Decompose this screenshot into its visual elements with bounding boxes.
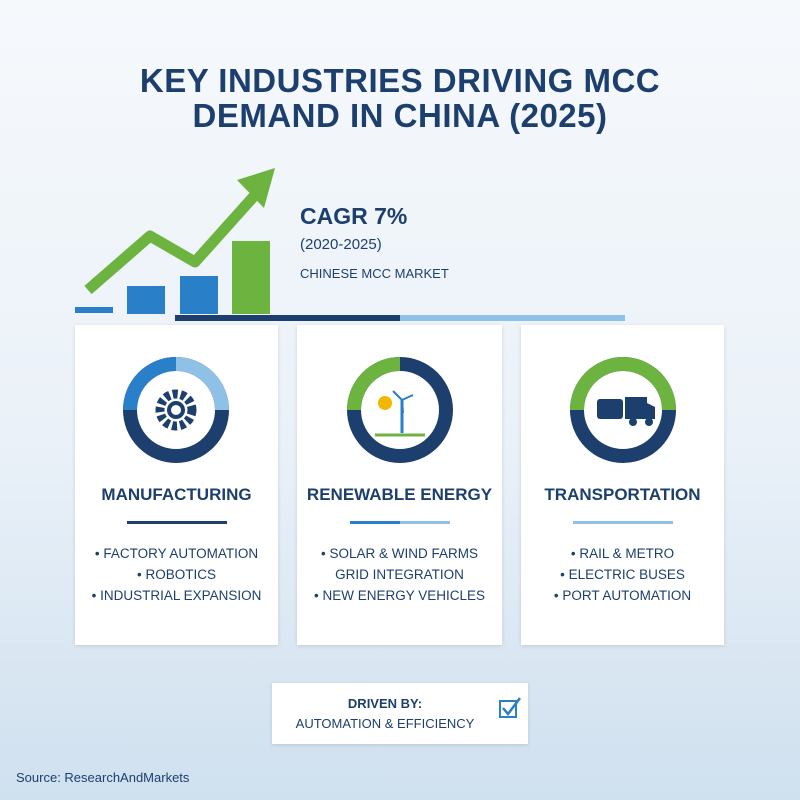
card: TRANSPORTATION RAIL & METRO ELECTRIC BUS… xyxy=(521,325,724,645)
item: ROBOTICS xyxy=(75,564,278,585)
card: MANUFACTURING FACTORY AUTOMATION ROBOTIC… xyxy=(75,325,278,645)
driven-label: DRIVEN BY: xyxy=(347,696,423,711)
icon xyxy=(347,357,453,463)
underline xyxy=(126,521,227,524)
item: FACTORY AUTOMATION xyxy=(75,543,278,564)
item: NEW ENERGY VEHICLES xyxy=(297,585,502,606)
item: SOLAR & WIND FARMS xyxy=(297,543,502,564)
item: PORT AUTOMATION xyxy=(521,585,724,606)
item: GRID INTEGRATION xyxy=(335,567,464,582)
title-line: KEY INDUSTRIES DRIVING MCC xyxy=(139,62,661,99)
source: Source: ResearchAndMarkets xyxy=(16,770,190,785)
card: RENEWABLE ENERGY SOLAR & WIND FARMS GRID… xyxy=(297,325,502,645)
item: RAIL & METRO xyxy=(521,543,724,564)
cagr: CAGR 7% xyxy=(300,203,408,229)
check-icon xyxy=(499,697,521,718)
card-title: TRANSPORTATION xyxy=(544,485,701,504)
underline xyxy=(349,521,450,524)
driven-box: DRIVEN BY: AUTOMATION & EFFICIENCY xyxy=(272,683,528,744)
icon xyxy=(570,357,676,463)
item: INDUSTRIAL EXPANSION xyxy=(75,585,278,606)
period: (2020-2025) xyxy=(300,236,382,253)
card-title: RENEWABLE ENERGY xyxy=(306,485,493,504)
card-title: MANUFACTURING xyxy=(101,485,252,504)
growth-graphic xyxy=(75,168,275,314)
caption: CHINESE MCC MARKET xyxy=(300,266,449,281)
title-line: DEMAND IN CHINA (2025) xyxy=(192,97,608,134)
driven-text: AUTOMATION & EFFICIENCY xyxy=(295,716,475,731)
underline xyxy=(572,521,673,524)
item: ELECTRIC BUSES xyxy=(521,564,724,585)
icon xyxy=(123,357,229,463)
